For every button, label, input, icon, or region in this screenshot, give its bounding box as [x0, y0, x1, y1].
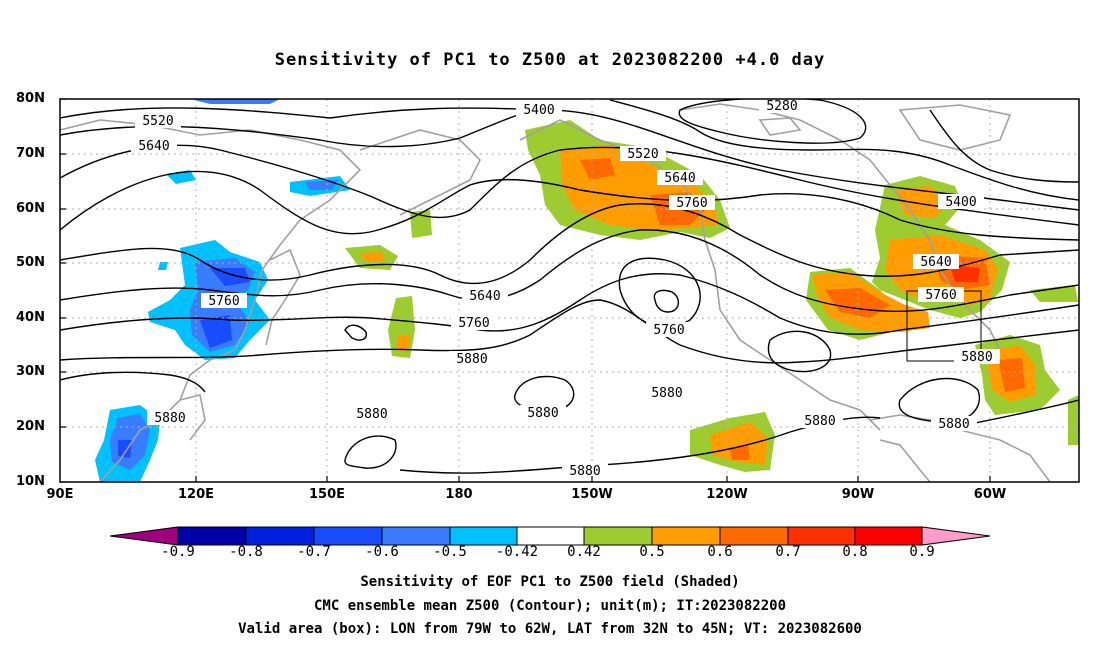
colorbar-swatch-lowest	[109, 526, 179, 546]
colorbar-swatch	[516, 526, 585, 546]
colorbar-label: 0.9	[909, 544, 935, 560]
colorbar-swatch	[177, 526, 247, 546]
svg-text:5880: 5880	[651, 386, 682, 401]
lat-label: 60N	[16, 201, 45, 216]
contour-label: 5880	[147, 410, 193, 426]
svg-text:5760: 5760	[925, 288, 956, 303]
contour-label: 5760	[669, 195, 715, 211]
svg-text:5280: 5280	[766, 99, 797, 114]
lon-label: 120W	[706, 487, 748, 502]
contour-label: 5880	[520, 405, 566, 421]
lat-label: 80N	[16, 91, 45, 106]
contour-label: 5880	[349, 406, 395, 422]
contour-label: 5640	[913, 254, 959, 270]
lat-label: 20N	[16, 419, 45, 434]
svg-text:5880: 5880	[938, 417, 969, 432]
svg-text:5640: 5640	[920, 255, 951, 270]
colorbar-label: 0.7	[775, 544, 801, 560]
svg-text:5520: 5520	[142, 114, 173, 129]
contour-label: 5640	[657, 170, 703, 186]
contour-label: 5760	[918, 287, 964, 303]
contour-label: 5880	[931, 416, 977, 432]
contour-label: 5640	[131, 138, 177, 154]
colorbar-swatch	[719, 526, 789, 546]
svg-text:5640: 5640	[664, 171, 695, 186]
colorbar-label: -0.8	[229, 544, 263, 560]
colorbar-swatch	[583, 526, 653, 546]
contour-label: 5520	[135, 113, 181, 129]
lon-label: 150E	[308, 487, 346, 502]
svg-text:5760: 5760	[653, 323, 684, 338]
svg-text:5400: 5400	[945, 195, 976, 210]
colorbar-swatch	[245, 526, 315, 546]
contour-label: 5880	[954, 349, 1000, 365]
lon-label: 90W	[841, 487, 875, 502]
contour-labels: 5520 5640 5400 5280 5520 5640 5760 5400 …	[131, 98, 1000, 479]
svg-text:5880: 5880	[456, 352, 487, 367]
svg-text:5520: 5520	[627, 147, 658, 162]
contour-label: 5880	[644, 385, 690, 401]
svg-text:5760: 5760	[676, 196, 707, 211]
lon-label: 60W	[973, 487, 1007, 502]
lon-label: 180	[445, 487, 473, 502]
colorbar-label: 0.5	[639, 544, 665, 560]
figure-title: Sensitivity of PC1 to Z500 at 2023082200…	[274, 50, 826, 70]
lon-label: 90E	[46, 487, 74, 502]
contour-label: 5760	[646, 322, 692, 338]
colorbar-swatch	[787, 526, 856, 546]
caption-line-1: Sensitivity of EOF PC1 to Z500 field (Sh…	[360, 574, 740, 590]
colorbar-label: -0.5	[433, 544, 467, 560]
lat-label: 50N	[16, 255, 45, 270]
colorbar-swatch	[651, 526, 721, 546]
caption-line-2: CMC ensemble mean Z500 (Contour); unit(m…	[313, 598, 786, 614]
colorbar-label: -0.9	[161, 544, 195, 560]
caption-line-3: Valid area (box): LON from 79W to 62W, L…	[238, 621, 862, 637]
colorbar-label: -0.7	[297, 544, 331, 560]
lat-label: 30N	[16, 364, 45, 379]
svg-text:5760: 5760	[458, 316, 489, 331]
contour-label: 5400	[938, 194, 984, 210]
colorbar-swatch	[313, 526, 383, 546]
contour-label: 5880	[449, 351, 495, 367]
colorbar-swatch	[449, 526, 518, 546]
svg-text:5880: 5880	[961, 350, 992, 365]
svg-text:5880: 5880	[356, 407, 387, 422]
svg-text:5880: 5880	[804, 414, 835, 429]
colorbar	[109, 526, 991, 546]
contour-label: 5880	[797, 413, 843, 429]
colorbar-swatch	[381, 526, 451, 546]
colorbar-label: 0.8	[842, 544, 868, 560]
svg-text:5640: 5640	[138, 139, 169, 154]
contour-label: 5520	[620, 146, 666, 162]
contour-label: 5880	[562, 463, 608, 479]
colorbar-label: -0.42	[495, 544, 539, 560]
contour-label: 5760	[451, 315, 497, 331]
lat-lon-grid	[60, 99, 1079, 482]
contour-label: 5400	[516, 102, 562, 118]
map-frame	[59, 98, 1080, 483]
lat-label: 40N	[16, 310, 45, 325]
contour-label: 5640	[462, 288, 508, 304]
colorbar-label: 0.6	[707, 544, 733, 560]
colorbar-label: -0.6	[365, 544, 399, 560]
svg-text:5640: 5640	[469, 289, 500, 304]
svg-text:5760: 5760	[208, 294, 239, 309]
svg-text:5400: 5400	[523, 103, 554, 118]
lat-label: 70N	[16, 146, 45, 161]
contour-label: 5760	[201, 293, 247, 309]
colorbar-swatch	[854, 526, 923, 546]
colorbar-swatch-highest	[921, 526, 991, 546]
z500-contours	[60, 99, 1079, 474]
lat-label: 10N	[16, 474, 45, 489]
colorbar-label: 0.42	[567, 544, 601, 560]
svg-text:5880: 5880	[569, 464, 600, 479]
lon-label: 150W	[571, 487, 613, 502]
svg-text:5880: 5880	[527, 406, 558, 421]
axis-ticks	[60, 98, 991, 483]
lon-label: 120E	[177, 487, 215, 502]
contour-label: 5280	[759, 98, 805, 114]
svg-text:5880: 5880	[154, 411, 185, 426]
